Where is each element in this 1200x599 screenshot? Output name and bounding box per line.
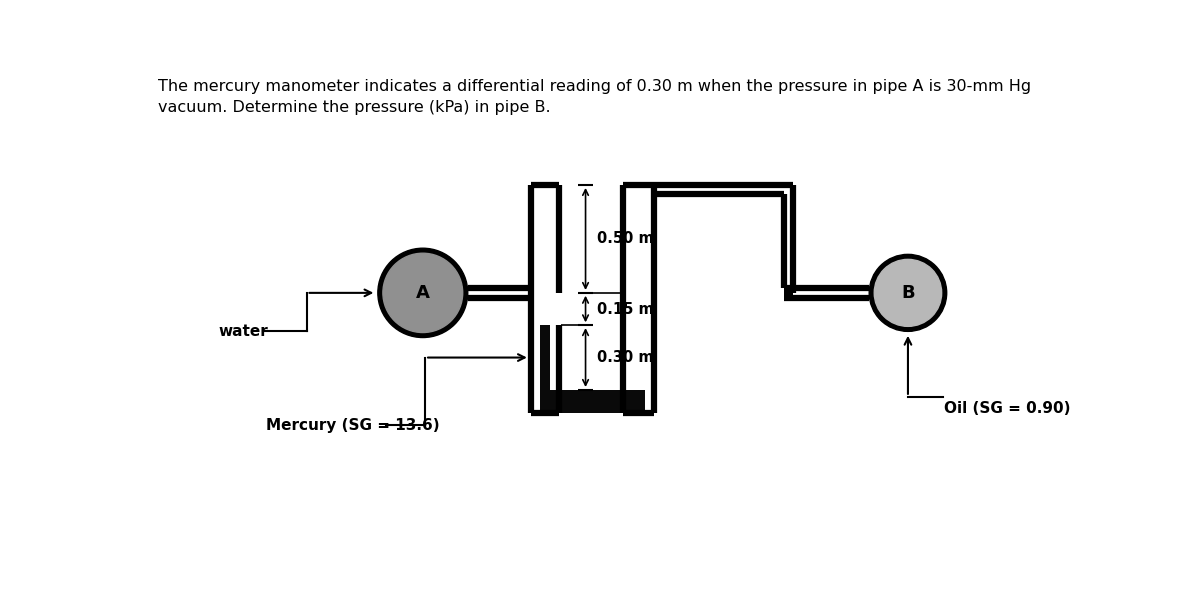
Text: 0.15 m: 0.15 m: [598, 301, 654, 316]
Text: A: A: [416, 284, 430, 302]
Text: water: water: [218, 324, 268, 339]
Bar: [540, 325, 551, 390]
Text: B: B: [901, 284, 914, 302]
Circle shape: [378, 248, 468, 337]
Text: Oil (SG = 0.90): Oil (SG = 0.90): [944, 401, 1070, 416]
Text: 0.50 m: 0.50 m: [598, 231, 654, 246]
Circle shape: [875, 259, 942, 326]
Text: vacuum. Determine the pressure (kPa) in pipe B.: vacuum. Determine the pressure (kPa) in …: [157, 101, 551, 116]
Circle shape: [869, 255, 947, 331]
Bar: [540, 390, 644, 413]
Text: Mercury (SG = 13.6): Mercury (SG = 13.6): [266, 418, 440, 433]
Text: 0.30 m: 0.30 m: [598, 350, 654, 365]
Text: The mercury manometer indicates a differential reading of 0.30 m when the pressu: The mercury manometer indicates a differ…: [157, 79, 1031, 94]
Circle shape: [383, 253, 463, 332]
